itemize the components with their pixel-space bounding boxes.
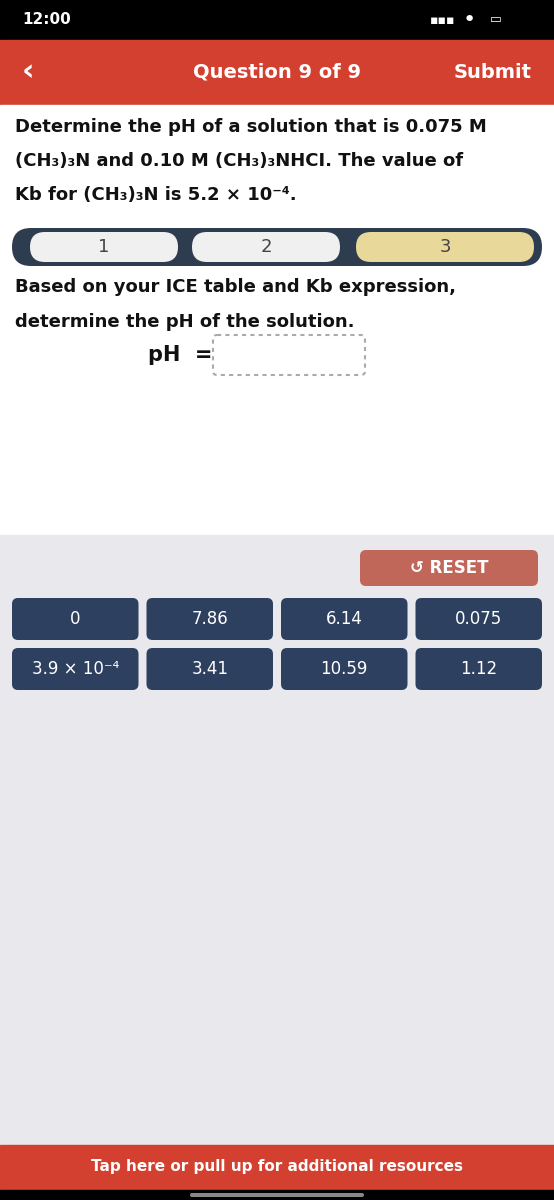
Text: ▪▪▪: ▪▪▪	[430, 13, 455, 26]
FancyBboxPatch shape	[190, 1193, 364, 1198]
Bar	[0, 40, 554, 104]
Text: determine the pH of the solution.: determine the pH of the solution.	[15, 313, 355, 331]
FancyBboxPatch shape	[12, 228, 542, 266]
Text: Tap here or pull up for additional resources: Tap here or pull up for additional resou…	[91, 1159, 463, 1175]
Text: Based on your ICE table and Kb expression,: Based on your ICE table and Kb expressio…	[15, 278, 456, 296]
Bar	[0, 1145, 554, 1190]
Text: ▭: ▭	[490, 13, 502, 26]
Text: 2: 2	[260, 238, 272, 256]
FancyBboxPatch shape	[12, 598, 138, 640]
Text: 3.9 × 10⁻⁴: 3.9 × 10⁻⁴	[32, 660, 119, 678]
FancyBboxPatch shape	[281, 598, 408, 640]
FancyBboxPatch shape	[416, 648, 542, 690]
Text: 7.86: 7.86	[191, 610, 228, 628]
FancyBboxPatch shape	[281, 648, 408, 690]
FancyBboxPatch shape	[360, 550, 538, 586]
Text: 3: 3	[439, 238, 451, 256]
Bar	[0, 104, 554, 535]
FancyBboxPatch shape	[356, 232, 534, 262]
FancyBboxPatch shape	[416, 598, 542, 640]
Bar	[0, 535, 554, 1154]
Text: pH  =: pH =	[148, 346, 213, 365]
FancyBboxPatch shape	[12, 648, 138, 690]
FancyBboxPatch shape	[146, 648, 273, 690]
Bar	[0, 1190, 554, 1200]
Text: 6.14: 6.14	[326, 610, 363, 628]
Text: 0.075: 0.075	[455, 610, 502, 628]
FancyBboxPatch shape	[213, 335, 365, 374]
Text: Question 9 of 9: Question 9 of 9	[193, 62, 361, 82]
Text: 3.41: 3.41	[191, 660, 228, 678]
Text: 10.59: 10.59	[321, 660, 368, 678]
Text: (CH₃)₃N and 0.10 M (CH₃)₃NHCI. The value of: (CH₃)₃N and 0.10 M (CH₃)₃NHCI. The value…	[15, 152, 463, 170]
FancyBboxPatch shape	[192, 232, 340, 262]
Text: •: •	[463, 10, 476, 30]
Text: 1: 1	[98, 238, 110, 256]
FancyBboxPatch shape	[146, 598, 273, 640]
Text: Determine the pH of a solution that is 0.075 M: Determine the pH of a solution that is 0…	[15, 118, 487, 136]
Text: Kb for (CH₃)₃N is 5.2 × 10⁻⁴.: Kb for (CH₃)₃N is 5.2 × 10⁻⁴.	[15, 186, 296, 204]
Text: 0: 0	[70, 610, 80, 628]
FancyBboxPatch shape	[30, 232, 178, 262]
Text: ↺ RESET: ↺ RESET	[410, 559, 488, 577]
Text: 12:00: 12:00	[22, 12, 71, 28]
Text: 1.12: 1.12	[460, 660, 497, 678]
Text: Submit: Submit	[454, 62, 532, 82]
Text: ‹: ‹	[22, 58, 34, 86]
Bar	[0, 0, 554, 40]
